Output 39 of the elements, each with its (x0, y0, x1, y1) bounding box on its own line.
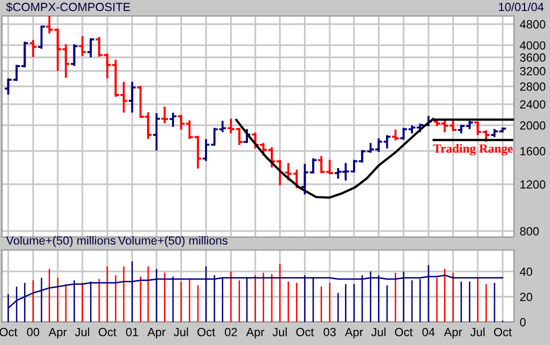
y-tick-label: 1600 (520, 147, 546, 156)
text: 10/01/04 (498, 2, 544, 12)
x-tick-label: Apr (246, 328, 264, 339)
x-tick-label: Jul (272, 328, 287, 336)
y-tick-label: 4000 (520, 41, 546, 50)
x-tick-label: Oct (296, 328, 314, 336)
chart-title: $COMPX-COMPOSITE (6, 2, 130, 12)
x-tick-label: 02 (224, 328, 237, 336)
y-tick-label: 800 (520, 227, 539, 236)
x-tick-label: Jul (470, 328, 484, 336)
x-tick-label: Apr (344, 328, 364, 339)
y-tick-label: 20 (520, 292, 532, 302)
y-tick-label: 2400 (520, 100, 546, 109)
x-tick-label: Oct (0, 328, 18, 336)
x-tick-label: Jul (75, 328, 90, 336)
x-tick-label: Jul (371, 328, 386, 336)
y-tick-label: 3600 (520, 53, 546, 62)
y-tick-label: 40 (520, 268, 532, 276)
annotation: Volume+(50) millions (118, 236, 228, 247)
x-tick-label: Oct (394, 328, 413, 336)
x-tick-label: Oct (197, 328, 216, 336)
x-tick-label: Oct (494, 328, 512, 336)
y-tick-label: 0 (520, 318, 526, 326)
x-tick-label: Apr (147, 328, 166, 339)
y-tick-label: 1200 (520, 180, 546, 189)
y-tick-label: 4800 (520, 20, 546, 29)
x-tick-label: 01 (126, 328, 138, 336)
x-tick-label: Apr (48, 328, 67, 339)
x-tick-label: 00 (27, 328, 40, 336)
x-tick-label: 04 (422, 328, 435, 336)
x-tick-label: Apr (444, 328, 462, 339)
x-tick-label: 03 (324, 328, 336, 336)
chart-title: Volume+(50) millions (6, 236, 116, 247)
y-tick-label: 3200 (520, 66, 546, 76)
annotation: Trading Range (433, 144, 513, 156)
x-tick-label: Oct (98, 328, 116, 336)
y-tick-label: 2000 (520, 121, 546, 130)
y-tick-label: 2800 (520, 82, 546, 91)
x-tick-label: Jul (174, 328, 188, 336)
